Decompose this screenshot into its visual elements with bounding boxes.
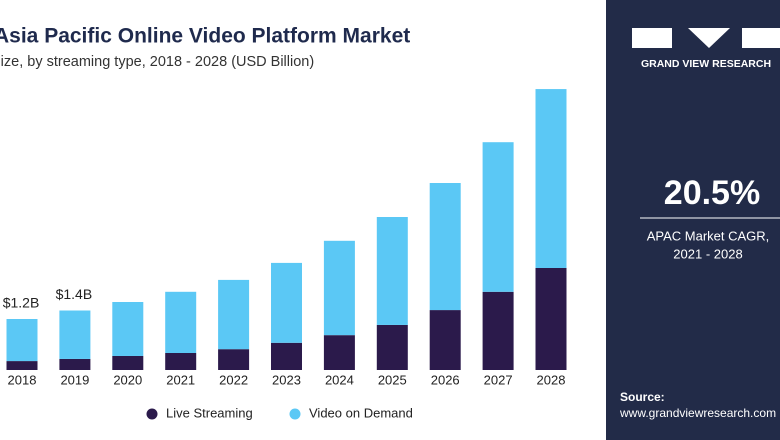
cagr-label: APAC Market CAGR, [647,228,770,243]
bar-segment [112,355,144,370]
bar-segment [271,262,302,343]
x-tick-label: 2027 [484,372,513,387]
legend-swatch [289,408,301,420]
logo-block [742,28,780,48]
total-label: $1.4B [56,286,93,302]
x-tick-label: 2023 [272,372,301,387]
legend-swatch [146,408,158,420]
bar-segment [165,291,197,353]
x-tick-label: 2018 [8,372,37,387]
brand-logo [632,28,780,48]
x-tick-label: 2026 [431,372,460,387]
legend-label: Live Streaming [166,405,253,420]
logo-block [632,28,672,48]
bar-segment [112,302,144,356]
bar-segment [271,342,302,370]
bar-segment [218,279,250,350]
x-tick-label: 2028 [537,372,566,387]
bar-segment [218,349,250,370]
source-label: Source: [620,390,665,404]
chart-title: Asia Pacific Online Video Platform Marke… [0,25,410,48]
x-tick-label: 2024 [325,372,354,387]
bar-segment [376,324,408,370]
bar-segment [429,310,461,370]
bar-segment [482,291,514,370]
logo-triangle [688,28,730,48]
bar-segment [59,310,91,359]
bar-segment [376,217,408,325]
bar-segment [535,89,567,268]
cagr-period: 2021 - 2028 [673,246,742,261]
bar-segment [482,142,514,292]
bar-segment [429,183,461,311]
chart-subtitle: Size, by streaming type, 2018 - 2028 (US… [0,54,314,70]
x-tick-label: 2020 [113,372,142,387]
x-tick-label: 2025 [378,372,407,387]
brand-name: GRAND VIEW RESEARCH [641,58,771,70]
bar-segment [535,268,567,370]
x-tick-label: 2019 [60,372,89,387]
bar-segment [323,240,355,336]
bar-segment [59,358,91,370]
bar-segment [323,335,355,370]
cagr-value: 20.5% [664,174,760,212]
bar-segment [165,353,197,370]
bar-segment [6,361,38,370]
side-panel [606,0,780,440]
x-tick-label: 2021 [166,372,195,387]
bar-segment [6,319,38,362]
source-url: www.grandviewresearch.com [619,406,776,420]
legend-label: Video on Demand [309,405,413,420]
x-tick-label: 2022 [219,372,248,387]
total-label: $1.2B [3,295,40,311]
